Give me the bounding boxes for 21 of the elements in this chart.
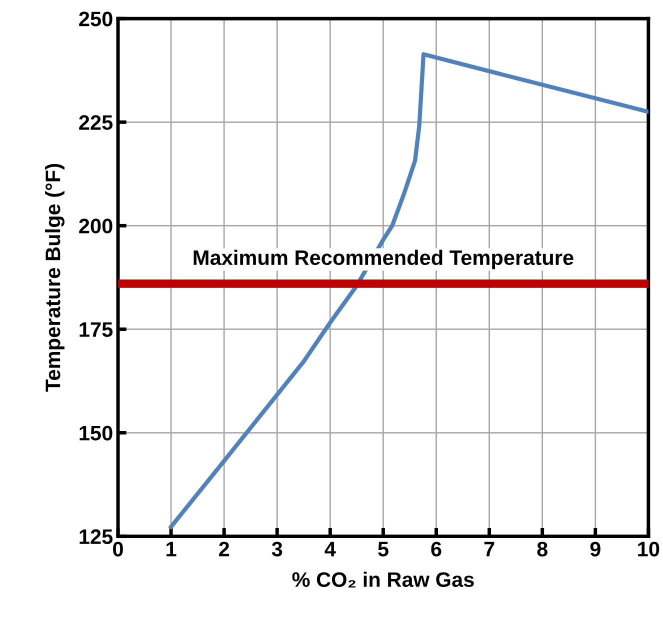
x-tick-label: 10 — [638, 542, 660, 556]
x-tick-label: 6 — [431, 542, 442, 556]
x-tick-label: 2 — [219, 542, 230, 556]
x-tick-label: 8 — [537, 542, 548, 556]
x-tick-label: 9 — [590, 542, 600, 556]
x-axis-title: % CO₂ in Raw Gas — [292, 572, 474, 588]
x-tick-label: 5 — [378, 542, 388, 556]
y-tick-label: 250 — [79, 12, 112, 26]
y-axis-title: Temperature Bulge (°F) — [44, 164, 65, 392]
line-series — [168, 52, 648, 529]
x-tick-label: 3 — [272, 542, 282, 556]
x-tick-label: 0 — [113, 542, 123, 556]
x-tick-label: 1 — [166, 542, 176, 556]
ref-line-label: Maximum Recommended Temperature — [194, 250, 574, 270]
y-tick-label: 200 — [79, 218, 112, 234]
x-tick-label: 7 — [484, 542, 494, 556]
y-tick-label: 225 — [79, 115, 113, 130]
y-tick-label: 175 — [80, 322, 113, 337]
x-tick-label: 4 — [324, 542, 336, 556]
y-tick-label: 125 — [80, 529, 113, 544]
y-tick-label: 150 — [80, 426, 112, 441]
